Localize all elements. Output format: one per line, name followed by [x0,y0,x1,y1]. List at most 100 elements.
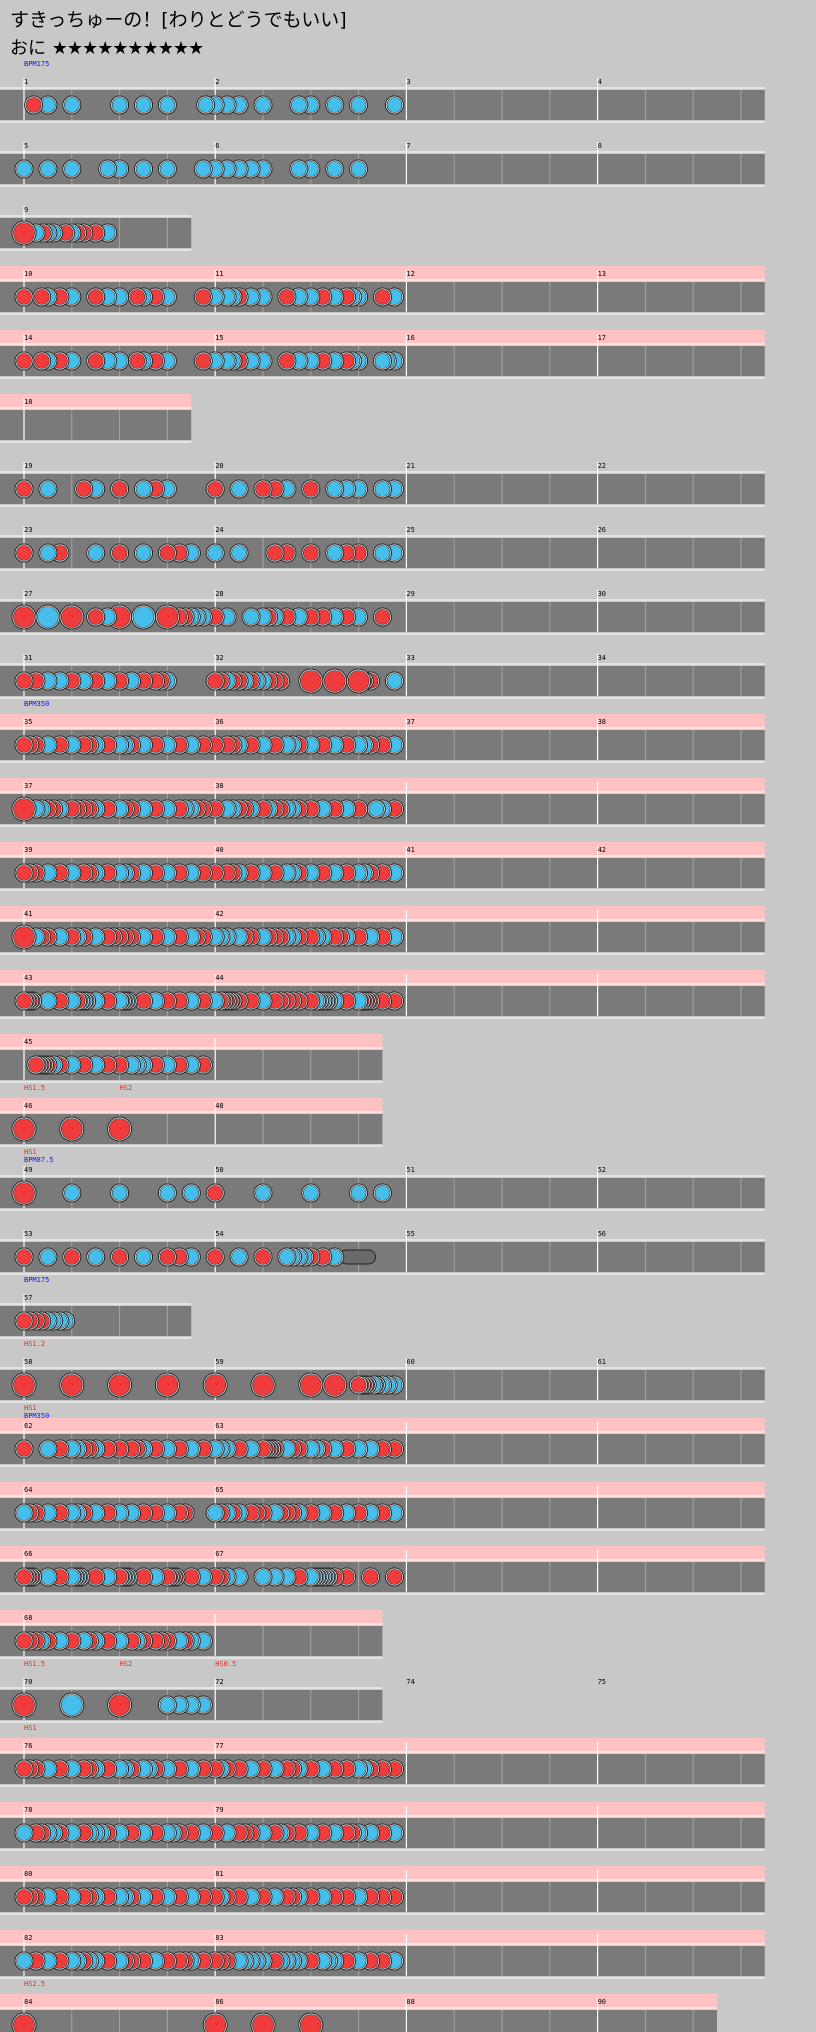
ka-note [111,97,128,113]
don-note [302,481,319,497]
ka-note [99,161,116,177]
measure-number: 1 [24,78,28,86]
measure-number: 75 [598,1678,606,1686]
ka-note [64,1185,80,1201]
ka-note [326,97,343,113]
ka-note [231,545,247,561]
don-note [16,481,32,497]
ka-note [291,97,307,113]
ka-note [350,1185,367,1201]
don-note [28,1057,44,1073]
big-don-note [13,2014,35,2032]
scroll-speed-label: HS2.5 [24,1980,45,1988]
big-don-note [204,2014,226,2032]
measure-number: 83 [215,1934,223,1942]
ka-note [40,1569,56,1585]
ka-note [374,353,391,369]
measure-number: 58 [24,1358,32,1366]
scroll-speed-label: HS1.5 [24,1660,45,1668]
measure-number: 42 [598,846,606,854]
measure-number: 12 [406,270,414,278]
measure-number: 43 [24,974,32,982]
measure-number: 55 [406,1230,414,1238]
big-don-note [13,926,35,948]
don-note [374,289,391,305]
measure-number: 74 [406,1678,414,1686]
ka-note [255,1569,271,1585]
measure-number: 32 [215,654,223,662]
measure-number: 16 [406,334,414,342]
measure-number: 41 [24,910,32,918]
ka-note [183,1185,200,1201]
don-note [87,1569,104,1585]
measure-number: 45 [24,1038,32,1046]
scroll-speed-label: HS2 [120,1084,133,1092]
don-note [195,289,212,305]
ka-note [195,161,212,177]
measure-number: 53 [24,1230,32,1238]
big-don-note [61,606,83,628]
ka-note [135,545,152,561]
lane-strip [0,1114,383,1144]
ka-note [87,1249,104,1265]
scroll-speed-label: HS1.2 [24,1340,45,1348]
don-note [207,1185,223,1201]
big-don-note [156,606,179,628]
measure-number: 29 [406,590,414,598]
scroll-speed-label: HS0.5 [215,1660,236,1668]
measure-number: 2 [215,78,219,86]
measure-number: 42 [215,910,223,918]
big-don-note [300,2014,322,2032]
measure-number: 76 [24,1742,32,1750]
don-note [111,481,128,497]
measure-number: 59 [215,1358,223,1366]
big-don-note [13,798,35,820]
don-note [302,545,319,561]
ka-note [159,1185,176,1201]
big-ka-note [132,606,155,628]
don-note [16,1249,32,1265]
ka-note [135,481,152,497]
don-note [129,353,146,369]
measure-number: 27 [24,590,32,598]
measure-number: 51 [406,1166,414,1174]
scroll-speed-label: HS1 [24,1148,37,1156]
don-note [374,609,391,625]
ka-note [64,161,80,177]
ka-note [326,545,343,561]
don-note [16,1889,32,1905]
measure-number: 41 [406,846,414,854]
measure-number: 14 [24,334,32,342]
don-note [350,1377,367,1393]
don-note [33,353,50,369]
don-note [207,673,223,689]
don-note [16,353,32,369]
measure-number: 39 [24,846,32,854]
big-don-note [299,670,322,692]
don-note [207,1249,223,1265]
measure-number: 26 [598,526,606,534]
ka-note [40,1441,56,1457]
don-note [255,1249,271,1265]
measure-number: 7 [406,142,410,150]
measure-number: 49 [24,1166,32,1174]
don-note [195,353,212,369]
ka-note [16,1825,32,1841]
bpm-change-label: BPM350 [24,700,49,708]
scroll-speed-label: HS1.5 [24,1084,45,1092]
big-don-note [13,1374,35,1396]
big-don-note [13,1182,35,1204]
don-note [362,1569,379,1585]
ka-note [386,97,403,113]
course-name: おに [10,38,46,59]
course-line: おに ★★★★★★★★★★ [10,34,204,60]
don-note [16,993,32,1009]
don-note [386,1569,403,1585]
ka-note [16,161,32,177]
measure-number: 56 [598,1230,606,1238]
ka-note [231,481,247,497]
don-note [16,1313,32,1329]
ka-note [135,161,152,177]
don-note [75,481,92,497]
